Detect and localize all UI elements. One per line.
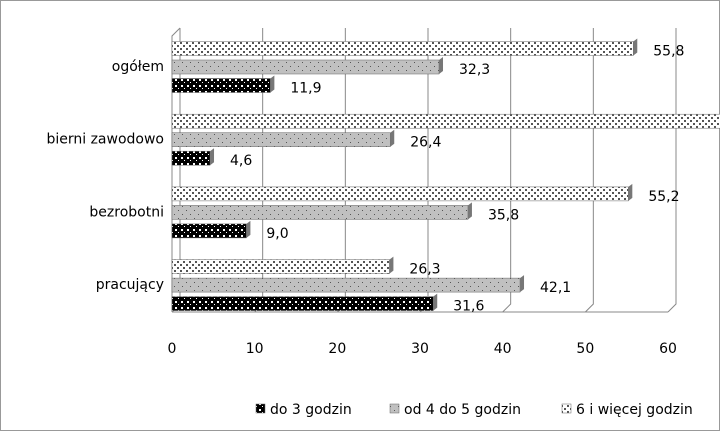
bar: [171, 59, 440, 75]
bar-side: [390, 129, 395, 147]
bar: [171, 186, 629, 202]
value-label: 55,8: [653, 44, 684, 60]
value-label: 26,3: [409, 262, 440, 278]
bar: [171, 41, 634, 56]
value-label: 31,6: [453, 299, 484, 315]
value-label: 42,1: [540, 280, 571, 296]
value-label: 35,8: [488, 207, 519, 223]
bar-side: [246, 220, 251, 238]
x-tick-label: 10: [246, 341, 264, 357]
x-tick-label: 50: [576, 341, 594, 357]
x-tick-label: 30: [411, 341, 429, 357]
legend-label: od 4 do 5 godzin: [404, 402, 521, 418]
legend-swatch: [389, 403, 400, 414]
bar-side: [270, 75, 275, 93]
legend-swatch: [561, 403, 572, 414]
bar-side: [433, 293, 438, 311]
y-tick-label: bierni zawodowo: [46, 132, 164, 148]
bar: [171, 205, 469, 220]
value-label: 11,9: [290, 81, 321, 97]
x-tick-label: 0: [168, 341, 177, 357]
value-label: 4,6: [230, 153, 252, 169]
bar: [171, 259, 390, 274]
bar-side: [628, 183, 633, 201]
x-tick-label: 40: [494, 341, 512, 357]
y-tick-label: pracujący: [96, 277, 164, 293]
legend-label: 6 i więcej godzin: [576, 402, 693, 418]
bar-side: [467, 202, 472, 220]
bar-side: [389, 256, 394, 274]
bar-side: [210, 148, 215, 166]
x-tick-label: 20: [328, 341, 346, 357]
legend-label: do 3 godzin: [270, 402, 352, 418]
value-label: 26,4: [410, 135, 441, 151]
bar: [171, 113, 720, 129]
bar: [171, 150, 211, 166]
bar-side: [633, 38, 638, 56]
bar: [171, 132, 391, 147]
legend-swatch: [255, 403, 266, 414]
bar: [171, 78, 271, 93]
x-tick-label: 60: [659, 341, 677, 357]
bar-side: [520, 275, 525, 293]
value-label: 9,0: [266, 226, 288, 242]
bar: [171, 277, 521, 293]
value-label: 32,3: [459, 62, 490, 78]
y-tick-label: ogółem: [112, 59, 164, 75]
bar-side: [439, 57, 444, 74]
y-tick-label: bezrobotni: [89, 204, 164, 220]
bar: [171, 223, 247, 239]
value-label: 55,2: [648, 189, 679, 205]
bar: [171, 296, 434, 311]
